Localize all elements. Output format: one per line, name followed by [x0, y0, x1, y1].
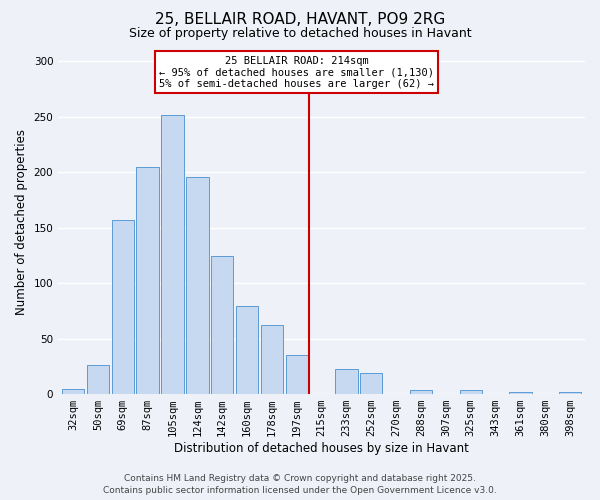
Bar: [509, 392, 532, 394]
Bar: [161, 116, 184, 394]
Bar: [286, 355, 308, 394]
Bar: [260, 326, 283, 394]
Bar: [186, 176, 209, 394]
Text: 25 BELLAIR ROAD: 214sqm
← 95% of detached houses are smaller (1,130)
5% of semi-: 25 BELLAIR ROAD: 214sqm ← 95% of detache…: [159, 56, 434, 88]
Bar: [112, 220, 134, 394]
Text: Contains HM Land Registry data © Crown copyright and database right 2025.
Contai: Contains HM Land Registry data © Crown c…: [103, 474, 497, 495]
Bar: [460, 390, 482, 394]
Bar: [236, 306, 258, 394]
Bar: [211, 256, 233, 394]
Y-axis label: Number of detached properties: Number of detached properties: [15, 129, 28, 315]
Bar: [559, 392, 581, 394]
Text: Size of property relative to detached houses in Havant: Size of property relative to detached ho…: [128, 28, 472, 40]
Text: 25, BELLAIR ROAD, HAVANT, PO9 2RG: 25, BELLAIR ROAD, HAVANT, PO9 2RG: [155, 12, 445, 28]
Bar: [360, 373, 382, 394]
Bar: [62, 388, 84, 394]
Bar: [136, 166, 159, 394]
Bar: [335, 368, 358, 394]
Bar: [410, 390, 432, 394]
X-axis label: Distribution of detached houses by size in Havant: Distribution of detached houses by size …: [174, 442, 469, 455]
Bar: [87, 365, 109, 394]
